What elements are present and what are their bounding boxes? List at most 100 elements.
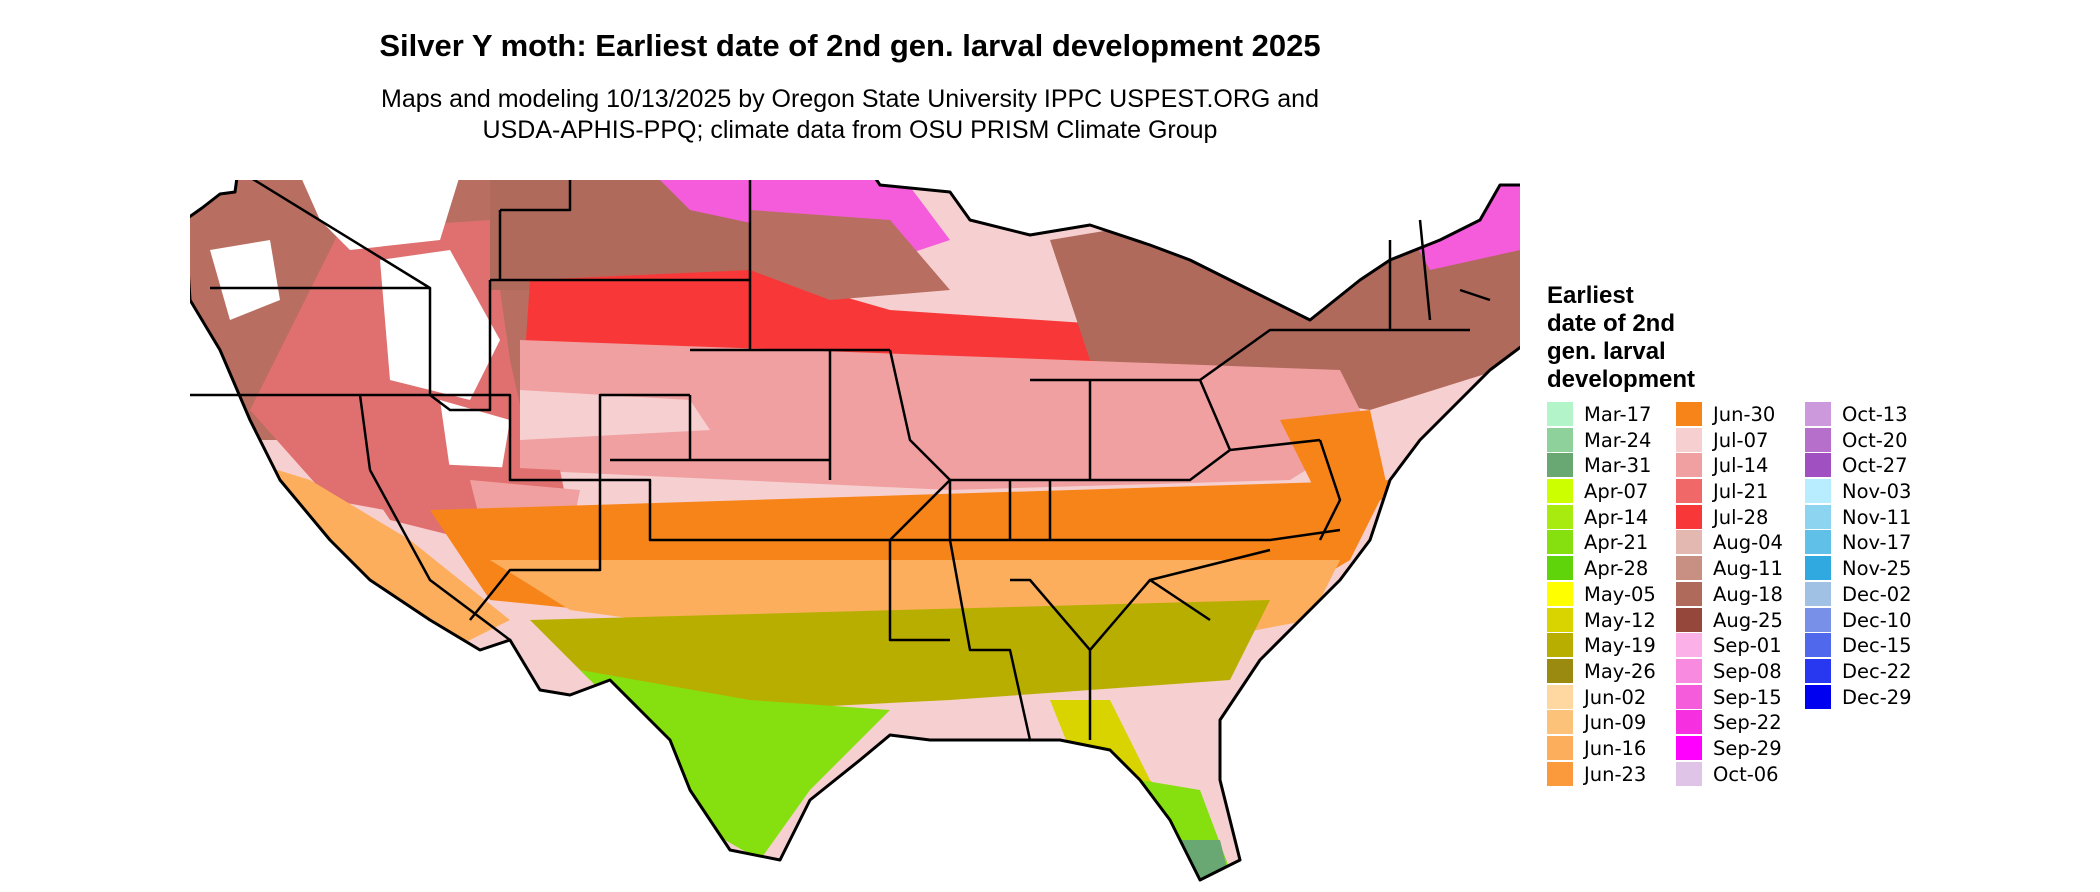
legend-swatch (1547, 761, 1573, 786)
legend-label: Mar-31 (1584, 454, 1652, 478)
legend-label: Sep-22 (1713, 711, 1782, 735)
legend-label: Dec-29 (1842, 685, 1912, 709)
legend-title: Earliest date of 2nd gen. larval develop… (1547, 282, 1696, 393)
legend-label: Oct-13 (1842, 403, 1908, 426)
legend-label: Oct-27 (1842, 454, 1908, 478)
legend-label: Aug-11 (1713, 557, 1783, 581)
subtitle-line-1: Maps and modeling 10/13/2025 by Oregon S… (381, 85, 1319, 113)
legend-swatch (1547, 735, 1573, 760)
zone-gulf-olive (530, 600, 1270, 710)
legend-label: Aug-25 (1713, 608, 1783, 632)
zone-unsuitable-2 (210, 240, 280, 320)
legend-swatch (1805, 658, 1831, 683)
legend-label: May-19 (1584, 634, 1656, 658)
legend-label: May-26 (1584, 659, 1656, 683)
legend-label: Jul-07 (1713, 428, 1769, 452)
legend-label: Sep-15 (1713, 685, 1782, 709)
legend-swatch (1676, 607, 1702, 632)
map-title: Silver Y moth: Earliest date of 2nd gen.… (379, 28, 1321, 63)
legend-swatch (1676, 530, 1702, 555)
legend-label: Nov-11 (1842, 505, 1912, 529)
legend-label: Nov-03 (1842, 480, 1912, 504)
legend-label: Apr-21 (1584, 531, 1649, 555)
legend-label: Apr-14 (1584, 505, 1649, 529)
legend-swatch (1547, 684, 1573, 709)
legend-swatch (1547, 504, 1573, 529)
legend-swatch (1547, 453, 1573, 478)
legend-swatch (1805, 402, 1831, 426)
legend-swatch (1676, 684, 1702, 709)
legend-swatch (1676, 453, 1702, 478)
legend-swatch (1805, 427, 1831, 452)
zone-corn-belt (520, 340, 1370, 490)
legend-label: Jul-14 (1713, 454, 1769, 478)
legend-swatch (1547, 402, 1573, 426)
legend-label: Oct-06 (1713, 762, 1779, 786)
legend-swatch (1805, 607, 1831, 632)
legend-swatch (1805, 479, 1831, 504)
legend-label: Nov-17 (1842, 531, 1912, 555)
legend-label: Apr-07 (1584, 480, 1649, 504)
legend-label: Mar-17 (1584, 403, 1652, 426)
legend-swatch (1547, 530, 1573, 555)
legend-label: Sep-01 (1713, 634, 1782, 658)
legend-swatch (1805, 556, 1831, 581)
legend-label: May-05 (1584, 582, 1656, 606)
legend-swatch (1805, 633, 1831, 658)
legend-swatch (1676, 427, 1702, 452)
legend-swatch (1805, 530, 1831, 555)
legend-label: Jul-28 (1713, 505, 1769, 529)
legend-swatch (1547, 479, 1573, 504)
legend-swatch (1676, 402, 1702, 426)
legend-swatch (1676, 761, 1702, 786)
legend-swatch (1676, 556, 1702, 581)
legend-swatch (1676, 633, 1702, 658)
legend-label: Oct-20 (1842, 428, 1908, 452)
legend-swatch (1805, 581, 1831, 606)
legend-label: Apr-28 (1584, 557, 1649, 581)
legend-swatch (1805, 684, 1831, 709)
legend-label: Aug-18 (1713, 582, 1783, 606)
legend-label: Mar-24 (1584, 428, 1652, 452)
legend-swatch (1547, 633, 1573, 658)
legend-label: Dec-15 (1842, 634, 1912, 658)
legend-label: May-12 (1584, 608, 1656, 632)
legend-swatch (1547, 607, 1573, 632)
legend-swatch (1676, 504, 1702, 529)
legend-swatch (1805, 453, 1831, 478)
legend-swatch (1676, 479, 1702, 504)
zone-michigan (750, 210, 950, 300)
legend-swatch (1547, 427, 1573, 452)
zone-unsuitable-4 (440, 400, 510, 480)
us-degree-day-map (190, 180, 1520, 882)
legend-label: Jul-21 (1713, 480, 1769, 504)
us-outline (190, 180, 1520, 882)
map-subtitle: Maps and modeling 10/13/2025 by Oregon S… (0, 84, 1700, 146)
legend-label: Aug-04 (1713, 531, 1783, 555)
legend-swatch (1805, 504, 1831, 529)
legend-swatch (1676, 581, 1702, 606)
legend-swatch (1676, 710, 1702, 735)
legend-label: Nov-25 (1842, 557, 1912, 581)
legend-label: Jun-09 (1584, 711, 1647, 735)
zone-plains-light (520, 390, 710, 440)
state-borders (190, 180, 1491, 741)
legend-label: Dec-22 (1842, 659, 1912, 683)
legend-label: Jun-16 (1584, 736, 1647, 760)
legend-label: Jun-23 (1584, 762, 1647, 786)
legend-swatch (1676, 658, 1702, 683)
legend-swatch (1547, 710, 1573, 735)
legend-label: Sep-08 (1713, 659, 1782, 683)
legend-label: Jun-02 (1584, 685, 1647, 709)
legend-swatch (1547, 556, 1573, 581)
legend-label: Dec-02 (1842, 582, 1912, 606)
legend-label: Dec-10 (1842, 608, 1912, 632)
legend-swatch (1676, 735, 1702, 760)
legend-label: Jun-30 (1713, 403, 1776, 426)
zone-chesapeake (1280, 410, 1390, 500)
legend-label: Sep-29 (1713, 736, 1782, 760)
subtitle-line-2: USDA-APHIS-PPQ; climate data from OSU PR… (482, 116, 1218, 144)
legend-swatch (1547, 581, 1573, 606)
legend-swatch (1547, 658, 1573, 683)
zone-gulf-coast (580, 670, 890, 860)
